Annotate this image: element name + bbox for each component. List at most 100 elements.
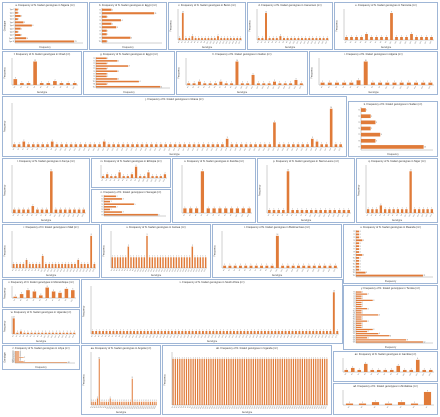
bar bbox=[400, 37, 403, 40]
data-label: 1 bbox=[231, 82, 232, 84]
data-label: 1 bbox=[121, 400, 122, 402]
data-label: 1 bbox=[292, 208, 293, 210]
tick-label: G15 bbox=[115, 406, 118, 410]
bar bbox=[395, 37, 398, 40]
tick-label: T4 bbox=[99, 20, 101, 22]
bar bbox=[15, 355, 20, 356]
data-label: 1 bbox=[108, 400, 109, 402]
tick-label: T5 bbox=[353, 243, 355, 245]
data-label: 1 bbox=[182, 357, 183, 359]
data-label: 1 bbox=[211, 357, 212, 359]
bar bbox=[148, 401, 150, 405]
bar bbox=[254, 358, 257, 405]
tick-label: G13 bbox=[68, 214, 71, 218]
data-label: 6 bbox=[32, 25, 33, 27]
data-label: 2 bbox=[368, 308, 369, 310]
data-label: 1 bbox=[158, 329, 159, 331]
bar bbox=[302, 265, 306, 268]
bar bbox=[325, 144, 328, 147]
bar bbox=[126, 331, 129, 334]
bar bbox=[356, 80, 361, 85]
tick-label: G5 bbox=[40, 86, 43, 89]
data-label: 1 bbox=[269, 82, 270, 84]
tick-label: G11 bbox=[108, 406, 111, 410]
data-label: 1 bbox=[48, 81, 49, 83]
bar bbox=[250, 331, 253, 334]
tick-label: T7 bbox=[99, 30, 101, 32]
data-label: 1 bbox=[222, 357, 223, 359]
data-label: 1 bbox=[195, 357, 196, 359]
bar bbox=[305, 331, 308, 334]
data-label: 1 bbox=[115, 256, 116, 258]
bar bbox=[102, 15, 107, 18]
bar bbox=[208, 83, 212, 85]
tick-label: G16 bbox=[83, 148, 86, 152]
tick-label: G19 bbox=[158, 269, 161, 273]
data-label: 1 bbox=[29, 262, 30, 264]
data-label: 1 bbox=[99, 143, 100, 145]
bar bbox=[121, 144, 125, 147]
bar bbox=[345, 403, 354, 405]
tick-label: G16 bbox=[337, 214, 340, 218]
tick-label: G19 bbox=[317, 269, 320, 273]
data-label: 1 bbox=[360, 234, 361, 236]
tick-label: G57 bbox=[296, 406, 299, 410]
tick-label: G24 bbox=[170, 335, 173, 339]
tick-label: G39 bbox=[256, 406, 259, 410]
x-axis-label: Frequency bbox=[385, 346, 397, 349]
tick-label: G28 bbox=[183, 335, 186, 339]
data-label: 1 bbox=[298, 264, 299, 266]
tick-label: T1 bbox=[12, 351, 14, 353]
bar bbox=[356, 301, 362, 304]
tick-label: T4 bbox=[12, 354, 14, 356]
chart-title: n. Frequency of N. fowleri genotypes in … bbox=[100, 191, 162, 194]
chart-title: u. Frequency of N. fowleri genotypes in … bbox=[360, 226, 421, 229]
data-label: 1 bbox=[194, 82, 195, 84]
data-label: 1 bbox=[223, 329, 224, 331]
tick-label: T3 bbox=[358, 122, 360, 124]
data-label: 1 bbox=[215, 357, 216, 359]
tick-label: T3 bbox=[353, 296, 355, 298]
tick-label: G21 bbox=[163, 269, 166, 273]
data-label: 1 bbox=[192, 329, 193, 331]
bar bbox=[55, 144, 59, 147]
bar bbox=[101, 176, 105, 178]
data-label: 1 bbox=[103, 329, 104, 331]
bar bbox=[236, 38, 239, 40]
tick-label: G18 bbox=[209, 406, 212, 410]
data-label: 1 bbox=[344, 81, 345, 83]
tick-label: G8 bbox=[282, 41, 285, 44]
data-label: 1 bbox=[68, 81, 69, 83]
tick-label: G1 bbox=[345, 41, 348, 44]
bar bbox=[65, 144, 68, 147]
tick-label: G2 bbox=[20, 86, 23, 89]
tick-label: G11 bbox=[59, 148, 62, 152]
bar bbox=[83, 263, 86, 268]
data-label: 1 bbox=[360, 231, 361, 233]
data-label: 6 bbox=[161, 86, 162, 88]
tick-label: G63 bbox=[304, 335, 307, 339]
tick-label: G12 bbox=[195, 406, 198, 410]
data-label: 1 bbox=[170, 143, 171, 145]
tick-label: G2 bbox=[192, 86, 195, 89]
data-label: 3 bbox=[373, 300, 374, 302]
bar bbox=[426, 209, 429, 213]
data-label: 1 bbox=[74, 331, 75, 333]
bar bbox=[188, 38, 191, 40]
tick-label: G12 bbox=[280, 269, 283, 273]
bar bbox=[19, 294, 24, 298]
data-label: 1 bbox=[253, 357, 254, 359]
bar bbox=[15, 27, 21, 30]
tick-label: G15 bbox=[261, 86, 264, 90]
bar bbox=[310, 358, 312, 405]
tick-label: G36 bbox=[178, 148, 181, 152]
tick-label: T7 bbox=[12, 357, 14, 359]
bar bbox=[167, 331, 170, 334]
tick-label: G2 bbox=[15, 269, 18, 272]
data-label: 1 bbox=[49, 331, 50, 333]
tick-label: G43 bbox=[235, 335, 238, 339]
data-label: 1 bbox=[184, 256, 185, 258]
bar bbox=[96, 62, 107, 65]
tick-label: G13 bbox=[198, 406, 201, 410]
data-label: 1 bbox=[316, 208, 317, 210]
